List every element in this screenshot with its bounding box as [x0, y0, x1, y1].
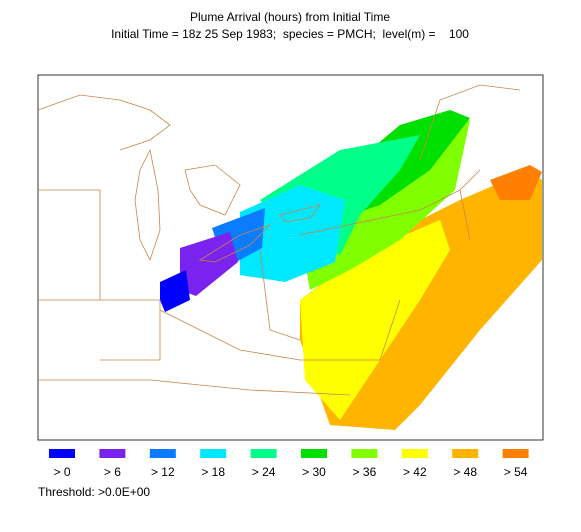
legend-swatch — [99, 449, 126, 458]
plume-zone — [160, 270, 190, 312]
lake-erie — [198, 224, 271, 263]
legend-label: > 54 — [504, 465, 528, 479]
lake-ontario — [279, 204, 322, 223]
legend-swatch — [502, 449, 529, 458]
plume-zone — [180, 232, 238, 296]
legend-label: > 48 — [453, 465, 477, 479]
boundaries — [37, 84, 521, 396]
legend-label: > 36 — [353, 465, 377, 479]
legend-label: > 24 — [252, 465, 276, 479]
plume-zone — [240, 185, 345, 282]
legend-label: > 0 — [53, 465, 70, 479]
subtitle: Initial Time = 18z 25 Sep 1983; species … — [111, 27, 469, 41]
legend-swatch — [200, 449, 227, 458]
legend-swatch — [351, 449, 378, 458]
legend-swatch — [301, 449, 327, 458]
lake-huron — [184, 164, 241, 216]
legend-label: > 42 — [403, 465, 427, 479]
legend-swatch — [49, 449, 75, 458]
plume-zone — [490, 165, 542, 200]
legend-label: > 18 — [201, 465, 225, 479]
legend-label: > 12 — [151, 465, 175, 479]
lake-michigan — [134, 148, 161, 262]
state-lines — [38, 84, 521, 396]
lake-superior — [37, 94, 171, 151]
legend: > 0 > 6 > 12 > 18 > 24 > 30 > 36 > 42 > 48 > 54 — [49, 449, 529, 479]
legend-swatch — [250, 449, 277, 458]
map — [37, 74, 544, 441]
legend-label: > 30 — [302, 465, 326, 479]
legend-swatch — [401, 449, 428, 458]
threshold: Threshold: >0.0E+00 — [38, 485, 150, 499]
legend-label: > 6 — [104, 465, 121, 479]
legend-swatch — [149, 449, 176, 458]
legend-swatch — [452, 449, 479, 458]
title: Plume Arrival (hours) from Initial Time — [190, 10, 390, 24]
plume-zone — [300, 220, 450, 420]
plume — [160, 110, 542, 430]
